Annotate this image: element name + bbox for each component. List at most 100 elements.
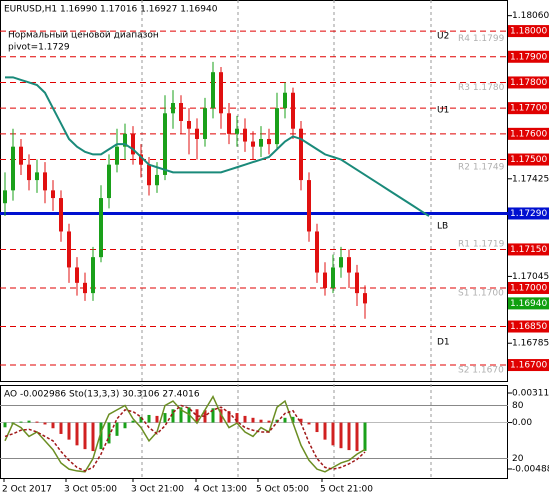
pivot-label: S1 1.1700 <box>458 288 504 298</box>
zone-label: U2 <box>437 32 449 42</box>
y-tick-label: -0.004888 <box>512 464 549 474</box>
ao-bar <box>291 416 295 423</box>
level-label: 1.16940 <box>510 299 547 309</box>
level-label: 1.17000 <box>510 283 547 293</box>
level-label: 1.17700 <box>510 104 547 114</box>
ao-bar <box>163 413 167 423</box>
ao-bar <box>131 420 135 423</box>
candle-body <box>227 113 231 134</box>
ao-bar <box>315 422 319 433</box>
y-tick-label: 0.00 <box>512 418 532 428</box>
level-box <box>508 320 549 333</box>
candle-body <box>331 267 335 288</box>
y-tick-label: 1.18060 <box>512 11 549 21</box>
ao-bar <box>355 422 359 452</box>
candle-body <box>299 128 303 181</box>
level-box <box>508 297 549 310</box>
level-label: 1.17500 <box>510 155 547 165</box>
symbol-header: EURUSD,H1 1.16990 1.17016 1.16927 1.1694… <box>4 5 218 15</box>
ao-bar <box>211 408 215 423</box>
y-tick-label: 1.17045 <box>512 272 549 282</box>
level-box <box>508 281 549 294</box>
candle-body <box>203 108 207 139</box>
ao-bar <box>363 422 367 451</box>
ao-bar <box>155 415 159 423</box>
ao-bar <box>331 422 335 446</box>
candle-body <box>235 128 239 134</box>
ao-bar <box>75 422 79 446</box>
candle-body <box>259 138 263 147</box>
candle-body <box>155 174 159 186</box>
pivot-value: pivot=1.1729 <box>8 43 70 53</box>
ao-bar <box>267 420 271 423</box>
ao-bar <box>147 414 151 423</box>
level-label: 1.17600 <box>510 129 547 139</box>
ao-bar <box>339 422 343 449</box>
zone-label: U1 <box>437 106 449 116</box>
pivot-label: R1 1.1719 <box>458 240 505 250</box>
level-box <box>508 25 549 38</box>
period-separators <box>141 0 432 478</box>
ao-bar <box>19 421 23 423</box>
ao-bar <box>227 411 231 423</box>
level-box <box>508 243 549 256</box>
level-label: 1.17290 <box>510 209 547 219</box>
stoch-level-label: 80 <box>512 401 524 411</box>
ao-bar <box>283 417 287 423</box>
level-label: 1.17900 <box>510 52 547 62</box>
candle-body <box>211 72 215 109</box>
candle-body <box>171 103 175 114</box>
candle-body <box>243 128 247 142</box>
stoch-level-label: 20 <box>512 454 524 464</box>
candle-body <box>115 146 119 165</box>
stoch-line <box>4 404 366 472</box>
level-box <box>508 153 549 166</box>
ao-bar <box>235 413 239 423</box>
candle-body <box>323 272 327 288</box>
ao-bar <box>219 409 223 423</box>
level-box <box>508 76 549 89</box>
candle-body <box>187 120 191 129</box>
candle-body <box>35 172 39 181</box>
candle-body <box>11 146 15 191</box>
candle-body <box>355 272 359 294</box>
stoch-line <box>4 395 366 473</box>
zone-label: LB <box>437 222 448 232</box>
ao-bar <box>107 422 111 444</box>
level-label: 1.16700 <box>510 361 547 371</box>
candle-body <box>123 133 127 147</box>
candle-body <box>147 164 151 186</box>
ao-bar <box>115 422 119 436</box>
y-tick-label: 1.17425 <box>512 174 549 184</box>
moving-average <box>5 76 430 217</box>
ao-bar <box>307 422 311 425</box>
candle-body <box>67 231 71 268</box>
candle-body <box>107 164 111 199</box>
candle-body <box>51 190 55 199</box>
pivot-label: R4 1.1799 <box>458 34 505 44</box>
ao-bar <box>3 422 7 428</box>
candle-body <box>27 164 31 181</box>
level-label: 1.16850 <box>510 322 547 332</box>
candle-body <box>59 198 63 232</box>
main-pane <box>0 0 508 382</box>
candle-body <box>347 257 351 273</box>
oscillator-header: AO -0.002986 Sto(13,3,3) 30.3106 27.4016 <box>4 390 200 400</box>
x-tick-label: 2 Oct 2017 <box>2 485 52 495</box>
candle-body <box>267 138 271 145</box>
candle-body <box>315 231 319 273</box>
zone-label: D1 <box>437 338 450 348</box>
ao-bar <box>83 422 87 450</box>
candle-body <box>19 146 23 165</box>
ao-bar <box>91 422 95 452</box>
y-tick-label: 0.003114 <box>512 388 549 398</box>
level-box <box>508 50 549 63</box>
x-tick-label: 4 Oct 13:00 <box>194 485 247 495</box>
ao-bar <box>51 422 55 429</box>
ao-bar <box>299 418 303 423</box>
ao-bar <box>179 407 183 423</box>
x-tick-label: 3 Oct 05:00 <box>64 485 117 495</box>
ao-bar <box>171 409 175 423</box>
ao-bar <box>59 422 63 434</box>
